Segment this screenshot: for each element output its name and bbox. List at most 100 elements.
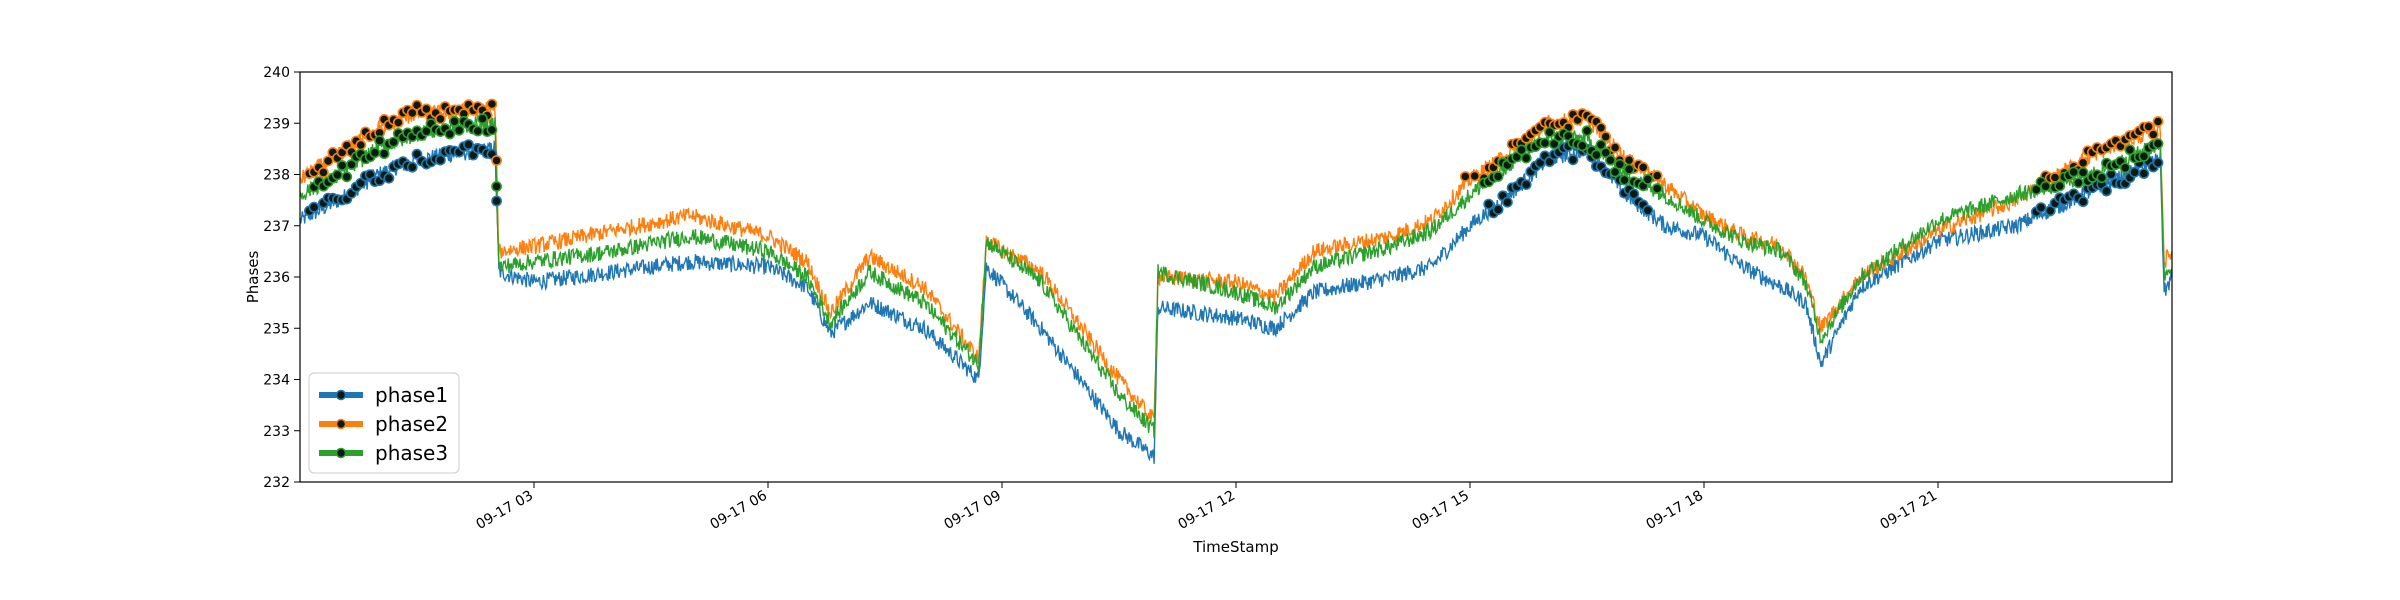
data-point-phase3 [1619, 174, 1630, 186]
x-tick-label: 09-17 03 [473, 488, 536, 533]
x-axis: 09-17 03 09-17 06 09-17 09 09-17 12 09-17 15… [473, 482, 1940, 533]
data-point-phase3 [472, 125, 484, 137]
data-point-phase3 [2077, 166, 2089, 178]
data-point-phase3 [2068, 166, 2080, 178]
legend-label-phase2: phase2 [375, 412, 448, 436]
data-point-phase2 [1609, 142, 1621, 153]
data-point-phase3 [2054, 180, 2066, 192]
data-point-phase2 [1459, 171, 1471, 182]
y-tick-label: 232 [263, 475, 290, 491]
y-tick-label: 234 [263, 373, 290, 389]
data-point-phase1 [2152, 157, 2164, 169]
data-point-phase1 [1628, 188, 1640, 200]
data-point-phase2 [2143, 121, 2154, 132]
data-point-phase3 [336, 160, 348, 171]
x-tick-label: 09-17 15 [1409, 488, 1472, 533]
data-point-phase3 [2138, 150, 2150, 162]
data-point-phase1 [2077, 196, 2089, 208]
data-point-phase3 [2119, 162, 2131, 174]
data-point-phase3 [1651, 183, 1663, 194]
x-tick-label: 09-17 12 [1175, 488, 1238, 533]
data-point-phase1 [1492, 204, 1504, 215]
y-tick-label: 236 [263, 270, 290, 286]
data-point-phase2 [1651, 170, 1663, 182]
x-axis-label: TimeStamp [1192, 538, 1278, 556]
data-point-phase1 [2138, 168, 2150, 179]
data-point-phase2 [420, 103, 432, 115]
data-point-phase3 [341, 171, 353, 183]
data-point-phase1 [406, 161, 418, 173]
data-point-phase2 [2147, 129, 2159, 140]
y-tick-label: 233 [263, 424, 290, 440]
data-point-phase2 [2152, 116, 2164, 127]
data-point-phase3 [1595, 139, 1607, 151]
y-axis-label: Phases [244, 251, 262, 304]
data-point-phase2 [1469, 170, 1481, 182]
data-point-phase3 [2040, 180, 2051, 192]
data-point-phase2 [1595, 122, 1607, 134]
x-tick-label: 09-17 21 [1877, 488, 1940, 533]
marker-layer [303, 98, 2164, 219]
data-point-phase1 [308, 201, 320, 213]
data-point-phase3 [1642, 173, 1654, 185]
data-point-phase1 [383, 172, 395, 184]
series-line-phase1 [299, 139, 2173, 464]
data-point-phase1 [1642, 204, 1654, 216]
data-point-phase3 [388, 136, 399, 148]
data-point-phase3 [477, 113, 488, 125]
legend-marker-phase1 [335, 389, 347, 401]
data-point-phase2 [1637, 161, 1649, 173]
data-point-phase3 [378, 148, 390, 160]
data-point-phase2 [322, 155, 334, 167]
data-point-phase2 [2049, 172, 2061, 183]
data-point-phase3 [369, 147, 381, 159]
data-point-phase2 [434, 113, 446, 125]
legend-label-phase3: phase3 [375, 441, 448, 465]
data-point-phase3 [1539, 137, 1551, 149]
data-point-phase3 [1581, 125, 1593, 137]
legend-marker-phase2 [335, 418, 347, 430]
data-point-phase3 [1591, 149, 1602, 161]
data-point-phase3 [1609, 166, 1621, 178]
data-point-phase2 [392, 117, 404, 128]
data-point-phase3 [374, 135, 385, 146]
data-point-phase3 [1614, 158, 1626, 170]
x-tick-label: 09-17 06 [707, 488, 770, 533]
legend: phase1 phase2 phase3 [308, 372, 460, 474]
data-point-phase3 [2072, 177, 2084, 189]
data-point-phase3 [1520, 152, 1532, 164]
data-point-phase1 [2044, 205, 2056, 217]
data-point-phase1 [434, 154, 446, 166]
x-tick-label: 09-17 18 [1643, 488, 1706, 533]
data-point-phase3 [2096, 172, 2108, 184]
data-point-phase1 [1520, 179, 1532, 190]
data-point-phase2 [1600, 131, 1612, 143]
data-point-phase1 [2035, 202, 2047, 213]
data-point-phase3 [448, 115, 460, 127]
data-point-phase2 [317, 166, 329, 178]
data-point-phase3 [331, 169, 343, 181]
data-point-phase1 [2101, 185, 2112, 197]
data-point-phase3 [1544, 126, 1555, 138]
data-point-phase1 [1502, 196, 1513, 208]
data-point-phase1 [463, 139, 474, 150]
data-point-phase3 [1605, 154, 1616, 166]
data-point-phase3 [346, 159, 357, 170]
data-point-phase1 [491, 195, 502, 207]
data-point-phase2 [491, 155, 502, 166]
data-point-phase3 [491, 180, 502, 192]
y-tick-label: 237 [263, 219, 290, 235]
data-point-phase3 [2124, 144, 2136, 156]
series-layer [299, 100, 2173, 464]
data-point-phase3 [2152, 138, 2164, 149]
data-point-phase1 [2129, 166, 2140, 178]
data-point-phase3 [2030, 184, 2042, 195]
data-point-phase2 [355, 139, 367, 151]
y-tick-label: 238 [263, 168, 290, 184]
legend-label-phase1: phase1 [375, 383, 448, 407]
legend-marker-phase3 [335, 447, 347, 459]
data-point-phase3 [1576, 140, 1588, 152]
y-tick-label: 240 [263, 65, 290, 81]
data-point-phase1 [1483, 198, 1495, 210]
